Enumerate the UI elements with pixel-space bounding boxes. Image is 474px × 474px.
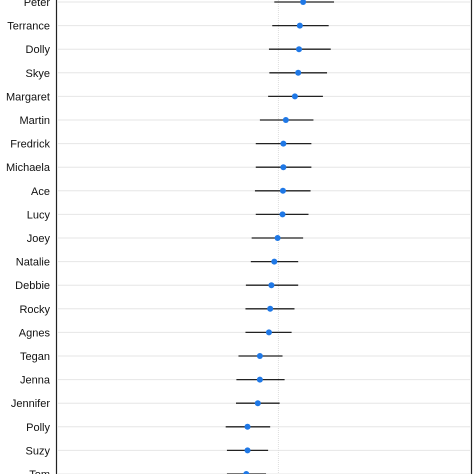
row-label-martin: Martin (19, 115, 50, 127)
point-skye (295, 69, 302, 76)
row-label-tegan: Tegan (20, 351, 50, 363)
point-rocky (267, 305, 274, 312)
row-label-jenna: Jenna (20, 375, 51, 387)
point-natalie (271, 258, 278, 265)
point-martin (282, 117, 289, 123)
row-label-debbie: Debbie (15, 280, 50, 292)
point-margaret (291, 93, 298, 100)
row-labels: Peter Terrance Dolly Skye Margaret Martin Fred… (6, 0, 51, 474)
point-agnes (265, 329, 272, 336)
row-label-ace: Ace (31, 186, 50, 198)
point-suzy (244, 447, 251, 454)
row-label-joey: Joey (27, 233, 51, 245)
row-label-peter: Peter (24, 0, 51, 9)
row-label-lucy: Lucy (27, 209, 51, 221)
point-tegan (256, 353, 263, 359)
point-michaela (280, 164, 287, 171)
point-joey (274, 235, 281, 241)
point-peter (300, 0, 307, 5)
point-lucy (279, 211, 286, 218)
row-label-rocky: Rocky (19, 304, 50, 316)
row-label-jennifer: Jennifer (11, 398, 50, 410)
row-label-polly: Polly (26, 422, 50, 434)
row-label-natalie: Natalie (16, 257, 50, 269)
row-label-agnes: Agnes (19, 327, 51, 339)
row-label-tom: Tom (29, 469, 50, 474)
point-polly (244, 423, 251, 430)
points (243, 0, 307, 474)
row-label-suzy: Suzy (26, 445, 51, 457)
point-tom (243, 471, 250, 474)
point-jennifer (254, 400, 261, 407)
point-dolly (296, 46, 303, 53)
point-ace (279, 187, 286, 194)
point-fredrick (280, 140, 287, 147)
row-label-skye: Skye (26, 68, 50, 80)
row-label-michaela: Michaela (6, 162, 51, 174)
point-debbie (268, 282, 275, 289)
row-label-fredrick: Fredrick (10, 139, 50, 151)
row-label-dolly: Dolly (26, 44, 51, 56)
row-label-terrance: Terrance (7, 21, 50, 33)
point-terrance (296, 22, 303, 29)
row-label-margaret: Margaret (6, 91, 50, 103)
point-jenna (256, 376, 263, 383)
